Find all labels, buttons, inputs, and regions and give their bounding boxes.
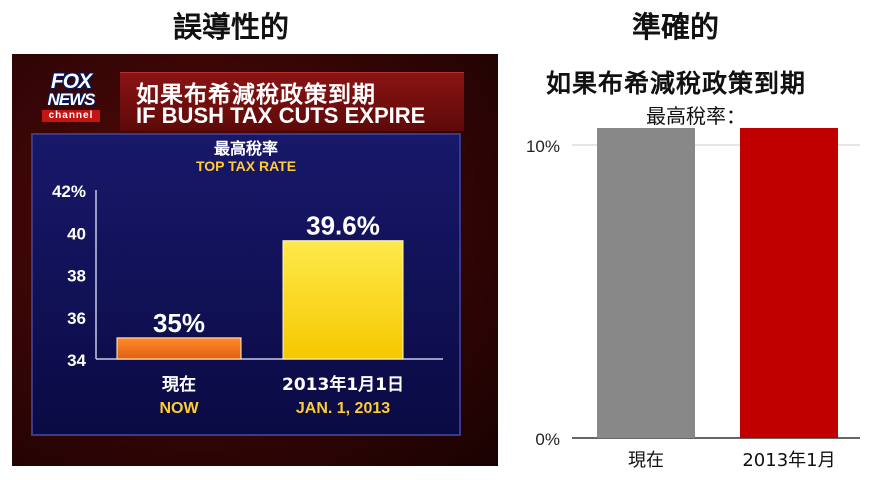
fox-logo-text: FOX xyxy=(50,70,92,93)
accurate-heading: 準確的 xyxy=(632,10,720,44)
y-tick-label: 10% xyxy=(526,137,560,156)
fox-bar xyxy=(282,240,404,360)
fox-data-label: 39.6% xyxy=(306,211,380,241)
fox-news-screenshot: FOX NEWS channel FOX NEWS channel 如果布希減稅… xyxy=(12,54,498,466)
y-tick-label: 0% xyxy=(535,430,560,449)
fox-y-tick-label: 38 xyxy=(67,267,86,286)
bar xyxy=(740,128,838,438)
fox-y-tick-label: 42% xyxy=(52,182,86,201)
fox-title-banner: 如果布希減稅政策到期 IF BUSH TAX CUTS EXPIRE xyxy=(120,72,464,131)
news-logo-text: NEWS xyxy=(47,90,96,109)
fox-category-label: 現在 xyxy=(162,374,196,395)
fox-category-sublabel: JAN. 1, 2013 xyxy=(296,400,390,417)
fox-category-sublabel: NOW xyxy=(159,400,199,417)
channel-logo-text: channel xyxy=(42,110,100,122)
fox-y-tick-label: 34 xyxy=(67,351,86,370)
fox-title-english: IF BUSH TAX CUTS EXPIRE xyxy=(136,103,426,128)
fox-bar-chart: 最高稅率 TOP TAX RATE 34 36 38 40 42% 35% 現在 NOW 39.… xyxy=(31,133,461,436)
fox-data-label: 35% xyxy=(153,308,205,338)
bar xyxy=(597,128,695,438)
fox-chart-svg: 34 36 38 40 42% 35% 現在 NOW 39.6% 2013年1月1日 JAN. 1,… xyxy=(52,182,443,417)
fox-chart-title-english: TOP TAX RATE xyxy=(195,158,297,174)
accurate-bar-chart: 0%10%35%現在39.6%2013年1月 xyxy=(526,128,860,471)
fox-title-chinese: 如果布希減稅政策到期 xyxy=(136,81,376,107)
fox-chart-title: 最高稅率 TOP TAX RATE xyxy=(33,139,459,175)
fox-y-tick-label: 40 xyxy=(67,224,86,243)
fox-chart-title-chinese: 最高稅率 xyxy=(213,139,278,158)
misleading-heading: 誤導性的 xyxy=(173,10,290,44)
category-label: 2013年1月 xyxy=(742,450,835,471)
accurate-chart-title: 如果布希減稅政策到期 xyxy=(546,69,807,98)
accurate-chart-subtitle: 最高稅率： xyxy=(646,104,746,128)
fox-y-tick-label: 36 xyxy=(67,309,86,328)
fox-news-logo-top: FOX NEWS channel xyxy=(42,70,100,128)
fox-bar xyxy=(116,337,242,360)
category-label: 現在 xyxy=(628,450,664,471)
fox-category-label: 2013年1月1日 xyxy=(282,374,404,395)
